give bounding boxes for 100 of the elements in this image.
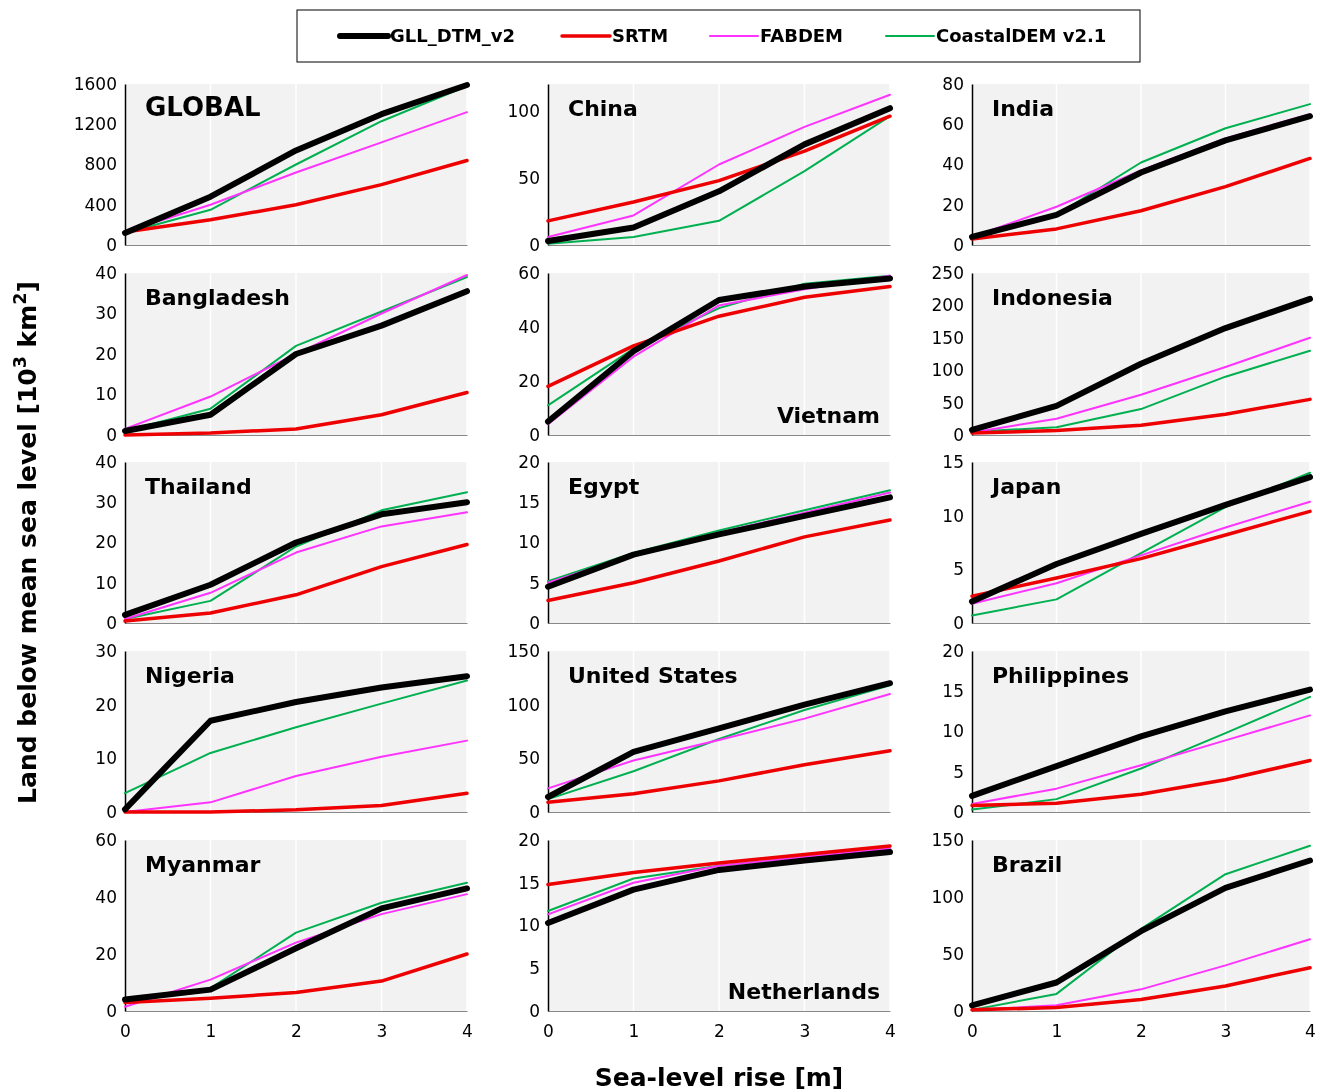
y-tick-label: 20 bbox=[95, 694, 117, 715]
y-tick-label: 100 bbox=[931, 360, 964, 381]
text: India bbox=[992, 96, 1054, 121]
line-series bbox=[123, 791, 469, 814]
line-series bbox=[546, 518, 892, 603]
y-tick-label: 10 bbox=[942, 721, 964, 742]
y-tick-label: 5 bbox=[953, 559, 964, 580]
y-tick-label: 30 bbox=[95, 303, 117, 324]
y-tick-label: 0 bbox=[953, 424, 964, 445]
y-tick-label: 0 bbox=[106, 612, 117, 633]
y-tick-label: 20 bbox=[942, 194, 964, 215]
line-series bbox=[970, 758, 1312, 808]
line-series bbox=[546, 114, 892, 223]
x-tick-label: 0 bbox=[120, 1021, 131, 1042]
y-tick-label: 10 bbox=[95, 384, 117, 405]
y-tick-label: 0 bbox=[106, 234, 117, 255]
legend-label: GLL_DTM_v2 bbox=[390, 25, 516, 46]
x-tick-label: 1 bbox=[205, 1021, 217, 1042]
y-tick-label: 20 bbox=[95, 343, 117, 364]
y-tick-label: 150 bbox=[507, 640, 540, 661]
x-tick-label: 2 bbox=[291, 1021, 302, 1042]
y-tick-label: 60 bbox=[95, 829, 117, 850]
y-tick-label: 0 bbox=[953, 1000, 964, 1021]
line-series bbox=[546, 749, 892, 805]
y-tick-label: 15 bbox=[518, 872, 540, 893]
y-tick-label: 10 bbox=[95, 748, 117, 769]
y-tick-label: 20 bbox=[518, 451, 540, 472]
legend-label: FABDEM bbox=[760, 25, 844, 46]
y-tick-label: 100 bbox=[507, 100, 540, 121]
y-tick-label: 0 bbox=[106, 1000, 117, 1021]
y-tick-label: 0 bbox=[529, 612, 540, 633]
y-tick-label: 0 bbox=[953, 612, 964, 633]
y-tick-label: 20 bbox=[95, 532, 117, 553]
y-tick-label: 40 bbox=[518, 316, 540, 337]
x-tick-label: 2 bbox=[1136, 1021, 1147, 1042]
y-tick-label: 5 bbox=[529, 958, 540, 979]
x-tick-label: 4 bbox=[462, 1021, 473, 1042]
chart-title: GLOBAL bbox=[145, 92, 261, 122]
y-tick-label: 0 bbox=[953, 801, 964, 822]
y-tick-label: 150 bbox=[931, 327, 964, 348]
text: Egypt bbox=[568, 474, 640, 499]
y-tick-label: 15 bbox=[942, 681, 964, 702]
y-tick-label: 150 bbox=[931, 829, 964, 850]
text: China bbox=[568, 96, 638, 121]
line-series bbox=[546, 844, 892, 887]
text: Indonesia bbox=[992, 285, 1113, 310]
y-tick-label: 15 bbox=[518, 492, 540, 513]
y-tick-label: 60 bbox=[518, 262, 540, 283]
line-series bbox=[123, 542, 469, 623]
y-tick-label: 0 bbox=[953, 234, 964, 255]
y-tick-label: 20 bbox=[518, 370, 540, 391]
text: Brazil bbox=[992, 852, 1063, 877]
text: Bangladesh bbox=[145, 285, 290, 310]
y-tick-label: 400 bbox=[84, 194, 117, 215]
y-tick-label: 200 bbox=[931, 295, 964, 316]
text: Thailand bbox=[145, 474, 252, 499]
y-tick-label: 0 bbox=[106, 801, 117, 822]
y-tick-label: 40 bbox=[942, 154, 964, 175]
y-tick-label: 50 bbox=[518, 748, 540, 769]
y-tick-label: 50 bbox=[942, 943, 964, 964]
y-tick-label: 10 bbox=[95, 572, 117, 593]
x-tick-label: 4 bbox=[1305, 1021, 1316, 1042]
line-series bbox=[123, 390, 469, 437]
y-tick-label: 15 bbox=[942, 451, 964, 472]
y-tick-label: 0 bbox=[529, 234, 540, 255]
y-tick-label: 5 bbox=[953, 761, 964, 782]
line-series bbox=[546, 284, 892, 389]
y-tick-label: 30 bbox=[95, 492, 117, 513]
y-tick-label: 800 bbox=[84, 154, 117, 175]
y-tick-label: 250 bbox=[931, 262, 964, 283]
x-tick-label: 2 bbox=[714, 1021, 725, 1042]
line-series bbox=[547, 692, 891, 790]
y-tick-label: 60 bbox=[942, 114, 964, 135]
text: Myanmar bbox=[145, 852, 261, 877]
text: Vietnam bbox=[776, 403, 880, 428]
line-series bbox=[971, 714, 1311, 805]
x-tick-label: 1 bbox=[628, 1021, 640, 1042]
line-series bbox=[970, 509, 1312, 598]
y-tick-label: 100 bbox=[931, 886, 964, 907]
y-tick-label: 30 bbox=[95, 640, 117, 661]
x-tick-label: 0 bbox=[967, 1021, 978, 1042]
y-tick-label: 0 bbox=[529, 801, 540, 822]
y-tick-label: 20 bbox=[95, 943, 117, 964]
line-series bbox=[970, 965, 1312, 1012]
x-tick-label: 4 bbox=[885, 1021, 896, 1042]
y-tick-label: 20 bbox=[518, 829, 540, 850]
text: United States bbox=[568, 663, 738, 688]
y-tick-label: 50 bbox=[942, 392, 964, 413]
line-series bbox=[970, 156, 1312, 241]
y-tick-label: 20 bbox=[942, 640, 964, 661]
text: Netherlands bbox=[727, 979, 880, 1004]
line-series bbox=[971, 695, 1311, 811]
text: Philippines bbox=[992, 663, 1130, 688]
y-tick-label: 10 bbox=[942, 505, 964, 526]
y-tick-label: 10 bbox=[518, 915, 540, 936]
y-tick-label: 80 bbox=[942, 73, 964, 94]
y-tick-label: 0 bbox=[106, 424, 117, 445]
text: Nigeria bbox=[145, 663, 235, 688]
y-tick-label: 100 bbox=[507, 694, 540, 715]
x-tick-label: 3 bbox=[376, 1021, 388, 1042]
